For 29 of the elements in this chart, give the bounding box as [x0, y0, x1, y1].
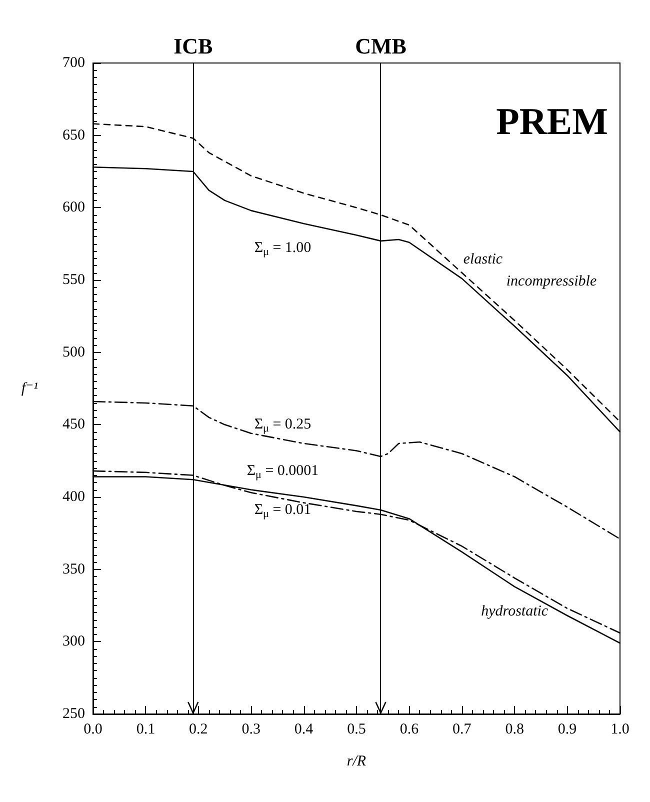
y-tick-label: 250	[62, 706, 85, 722]
y-tick-label: 300	[62, 634, 85, 650]
x-tick-label: 0.2	[189, 722, 208, 738]
text: PREM	[496, 101, 608, 143]
x-tick-label: 1.0	[610, 722, 630, 738]
x-tick-label: 0.9	[558, 722, 577, 738]
y-tick-label: 550	[62, 272, 85, 288]
annotation: elastic	[463, 252, 503, 268]
x-axis-title: r/R	[346, 754, 366, 770]
y-axis-title: f⁻¹	[21, 380, 38, 396]
x-tick-label: 0.6	[400, 722, 420, 738]
ref-line-label: CMB	[355, 34, 407, 58]
y-tick-label: 650	[62, 127, 85, 144]
x-tick-label: 0.8	[505, 722, 524, 738]
x-tick-label: 0.7	[452, 722, 472, 738]
ref-line-label: ICB	[174, 34, 214, 58]
y-tick-label: 350	[62, 561, 85, 578]
y-tick-label: 700	[62, 55, 85, 71]
y-tick-label: 600	[62, 200, 85, 216]
y-tick-label: 400	[62, 489, 85, 505]
annotation: hydrostatic	[481, 603, 548, 620]
x-tick-label: 0.5	[347, 722, 366, 738]
x-tick-label: 0.3	[242, 722, 260, 738]
annotation: incompressible	[506, 273, 597, 290]
x-tick-label: 0.0	[84, 722, 102, 738]
y-tick-label: 500	[62, 344, 85, 360]
x-tick-label: 0.1	[136, 722, 156, 738]
x-tick-label: 0.4	[294, 722, 314, 738]
y-tick-label: 450	[62, 416, 85, 433]
